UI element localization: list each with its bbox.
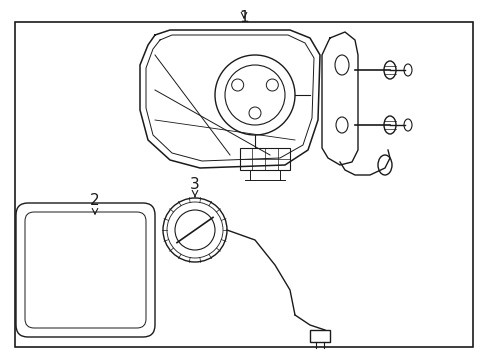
FancyBboxPatch shape: [16, 203, 155, 337]
Text: 3: 3: [190, 177, 200, 192]
Text: 1: 1: [239, 10, 248, 25]
Text: 2: 2: [90, 193, 100, 208]
Bar: [309, 330, 329, 342]
FancyBboxPatch shape: [25, 212, 146, 328]
Bar: [240, 148, 289, 170]
